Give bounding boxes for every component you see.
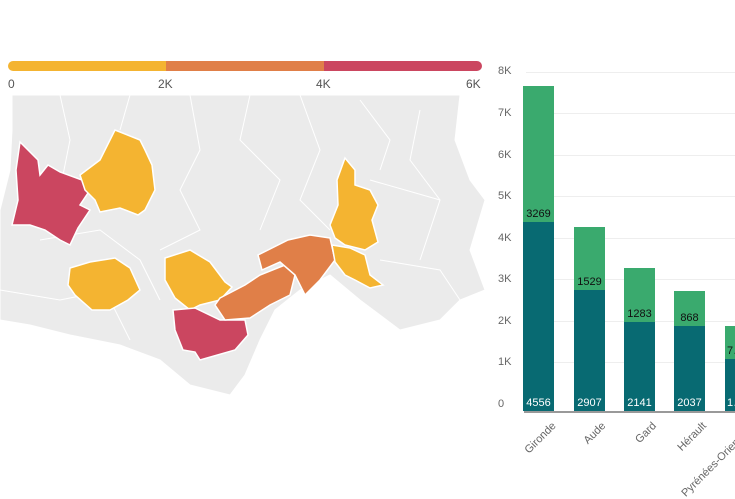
bar-gard[interactable]: 1283 2141 <box>624 268 655 411</box>
bar-value-bottom: 4556 <box>526 397 551 409</box>
legend-band-high <box>324 61 482 71</box>
legend-tick: 6K <box>466 77 481 91</box>
y-tick: 5K <box>498 190 512 202</box>
region-gironde[interactable] <box>11 140 92 247</box>
gridline <box>526 238 735 239</box>
bar-segment-bottom: 4556 <box>523 222 554 411</box>
bar-segment-bottom: 2907 <box>574 290 605 411</box>
gridline <box>526 113 735 114</box>
bar-value-top: 3269 <box>526 208 551 220</box>
legend-band-mid <box>166 61 324 71</box>
y-tick: 0 <box>498 398 505 410</box>
gridline <box>526 72 735 73</box>
legend-tick: 0 <box>8 77 15 91</box>
map-background <box>0 95 486 395</box>
legend-tick: 2K <box>158 77 173 91</box>
gridline <box>526 196 735 197</box>
bar-value-top: 868 <box>680 312 699 324</box>
bar-aude[interactable]: 1529 2907 <box>574 227 605 411</box>
bar-value-bottom: 2141 <box>627 397 652 409</box>
region-herault[interactable] <box>214 264 296 321</box>
x-tick-label: Gard <box>632 420 659 446</box>
y-tick: 1K <box>498 356 512 368</box>
bar-segment-top: 1283 <box>624 268 655 322</box>
bar-value-bottom: 2037 <box>677 397 702 409</box>
x-axis <box>524 411 735 413</box>
bar-segment-top: 1529 <box>574 227 605 290</box>
y-tick: 8K <box>498 65 512 77</box>
x-tick-label: Hérault <box>674 420 709 454</box>
bar-value-bottom: 1… <box>727 397 735 409</box>
x-tick-label: Aude <box>581 420 609 447</box>
legend-tick: 4K <box>316 77 331 91</box>
bar-segment-top: 3269 <box>523 86 554 222</box>
color-scale-legend <box>8 61 482 71</box>
region-aude[interactable] <box>172 307 249 361</box>
choropleth-map[interactable] <box>0 95 490 395</box>
gridline <box>526 155 735 156</box>
region-dordogne[interactable] <box>79 129 156 216</box>
y-tick: 6K <box>498 149 512 161</box>
bar-pyrenees-orientales[interactable]: 7… 1… <box>725 326 735 411</box>
stacked-bar-chart: 0 1K 2K 3K 4K 5K 6K 7K 8K 3269 4556 1529… <box>490 60 735 499</box>
bar-value-bottom: 2907 <box>577 397 602 409</box>
y-tick: 7K <box>498 107 512 119</box>
bar-value-top: 1529 <box>577 276 602 288</box>
region-gers[interactable] <box>67 257 141 311</box>
y-tick: 3K <box>498 273 512 285</box>
department-borders <box>0 95 461 341</box>
x-tick-label: Gironde <box>522 420 559 457</box>
region-vaucluse[interactable] <box>331 244 385 289</box>
region-gard[interactable] <box>257 234 336 297</box>
bar-segment-bottom: 1… <box>725 359 735 411</box>
bar-value-top: 1283 <box>627 308 652 320</box>
bar-segment-bottom: 2141 <box>624 322 655 411</box>
legend-ticks: 0 2K 4K 6K <box>8 77 482 91</box>
bar-segment-bottom: 2037 <box>674 326 705 411</box>
bar-herault[interactable]: 868 2037 <box>674 291 705 411</box>
bar-gironde[interactable]: 3269 4556 <box>523 86 554 411</box>
legend-band-low <box>8 61 166 71</box>
bar-value-top: 7… <box>727 345 735 357</box>
bar-segment-top: 868 <box>674 291 705 326</box>
region-ardeche[interactable] <box>329 156 379 251</box>
bar-segment-top: 7… <box>725 326 735 359</box>
y-tick: 4K <box>498 232 512 244</box>
y-tick: 2K <box>498 315 512 327</box>
